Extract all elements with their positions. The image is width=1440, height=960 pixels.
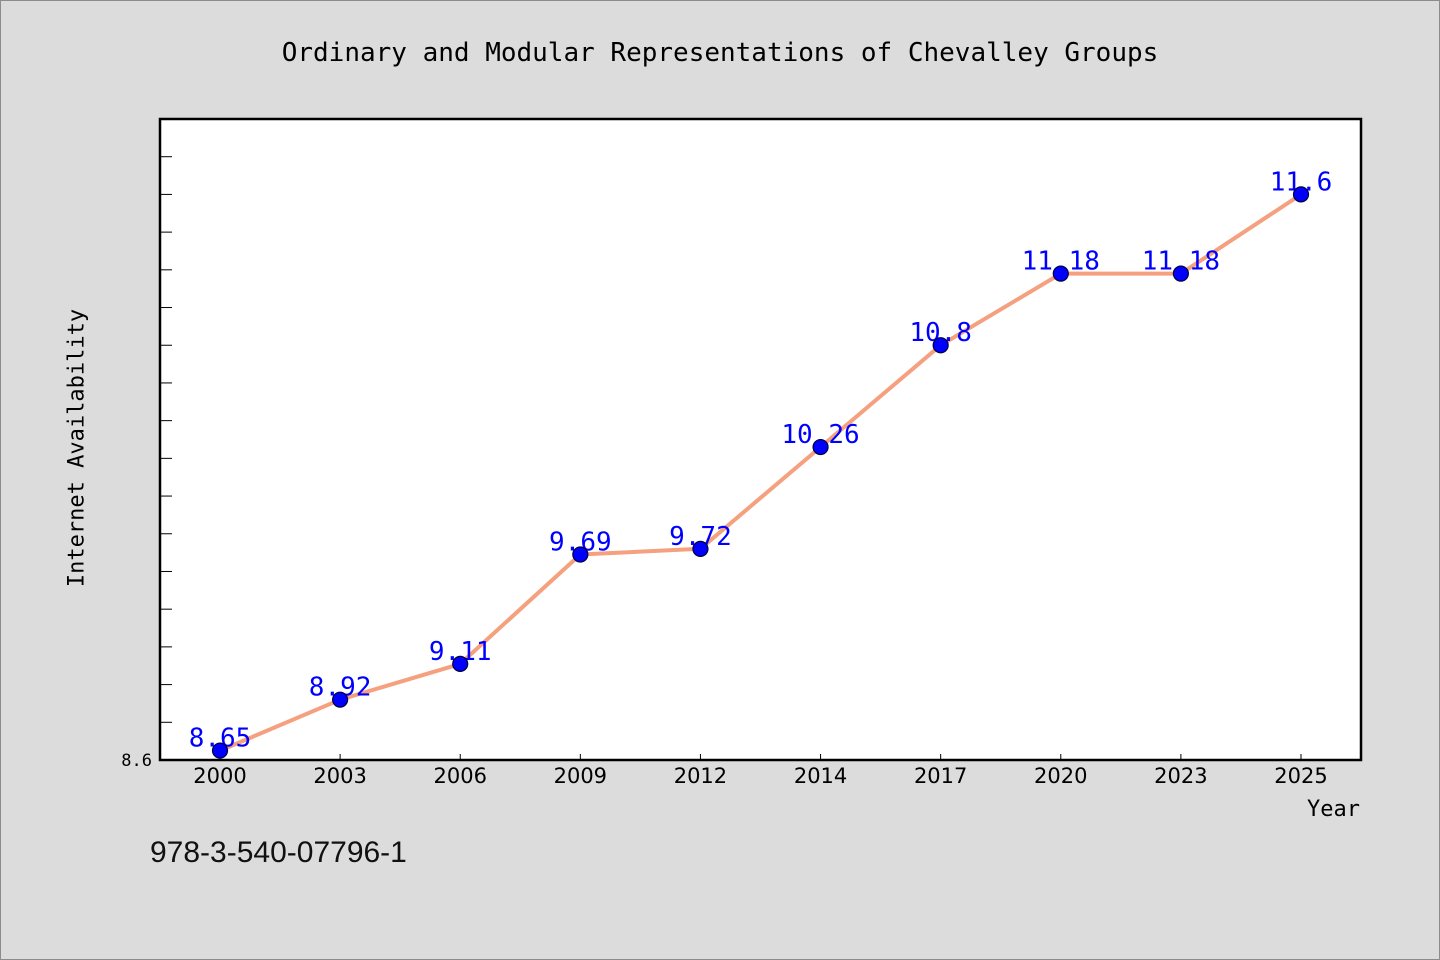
data-point — [332, 691, 349, 708]
data-point — [1052, 265, 1069, 282]
data-point — [572, 546, 589, 563]
x-tick-label: 2003 — [313, 764, 366, 788]
x-tick-label: 2014 — [794, 764, 847, 788]
x-tick-label: 2025 — [1274, 764, 1327, 788]
data-point — [1292, 186, 1310, 203]
data-markers — [211, 186, 1310, 759]
data-point — [211, 742, 229, 759]
plot-frame — [158, 117, 1363, 762]
x-tick-label: 2006 — [433, 764, 486, 788]
y-tick-label: 8.6 — [121, 751, 152, 771]
data-point — [1172, 265, 1189, 282]
x-tick-label: 2009 — [554, 764, 607, 788]
series-line — [218, 192, 1303, 753]
data-point — [932, 337, 949, 354]
plot-area — [160, 119, 1361, 760]
x-tick-label: 2000 — [193, 764, 246, 788]
data-point — [812, 438, 829, 456]
x-axis-tick-labels: 2000 2003 2006 2009 2012 2014 2017 2020 2023 2025 — [193, 764, 1327, 788]
chart-title: Ordinary and Modular Representations of … — [282, 38, 1159, 68]
x-axis-label: Year — [1307, 797, 1360, 822]
x-tick-label: 2017 — [914, 764, 967, 788]
footer-code: 978-3-540-07796-1 — [150, 836, 407, 869]
x-tick-label: 2012 — [674, 764, 727, 788]
x-tick-label: 2020 — [1034, 764, 1087, 788]
y-axis-tick-labels: 8.6 — [121, 751, 152, 771]
data-point — [692, 540, 709, 557]
x-tick-label: 2023 — [1154, 764, 1207, 788]
data-point — [452, 655, 469, 672]
y-axis-label: Internet Availability — [65, 309, 90, 587]
series-group — [218, 192, 1303, 753]
